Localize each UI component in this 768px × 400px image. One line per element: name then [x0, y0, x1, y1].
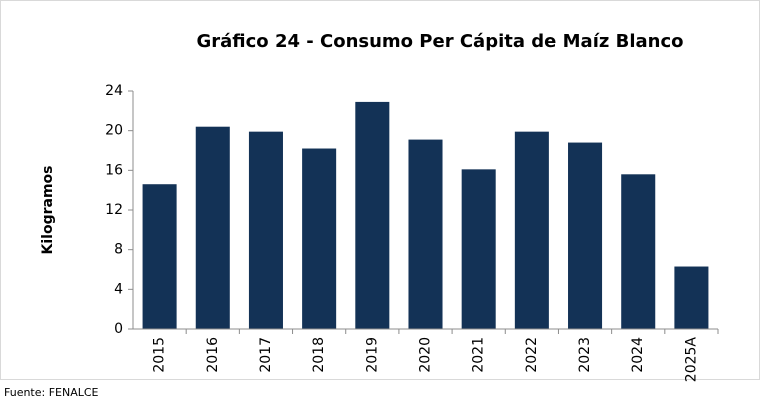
y-axis-label: Kilogramos: [40, 166, 56, 255]
bar: [621, 174, 656, 329]
y-tick-label: 20: [105, 123, 123, 139]
bar: [195, 126, 230, 329]
y-tick-label: 12: [105, 202, 123, 218]
y-tick-label: 16: [105, 162, 123, 178]
bar: [355, 101, 390, 330]
x-tick-label: 2024: [630, 337, 646, 373]
x-tick-label: 2025A: [683, 337, 699, 383]
x-tick-label: 2018: [311, 337, 327, 373]
bar: [248, 131, 283, 329]
y-tick-label: 0: [114, 321, 123, 337]
source-note: Fuente: FENALCE: [4, 386, 99, 399]
bar: [461, 169, 496, 329]
x-tick-label: 2020: [418, 337, 434, 373]
bar: [568, 142, 603, 329]
bar: [302, 148, 337, 329]
chart-frame: [0, 0, 760, 380]
y-tick-label: 4: [114, 281, 123, 297]
bar: [514, 131, 549, 329]
bar: [142, 184, 177, 329]
chart-title: Gráfico 24 - Consumo Per Cápita de Maíz …: [197, 31, 684, 52]
x-tick-label: 2015: [152, 337, 168, 373]
x-tick-label: 2022: [524, 337, 540, 373]
x-tick-label: 2019: [364, 337, 380, 373]
bar: [674, 266, 709, 329]
x-tick-label: 2021: [471, 337, 487, 373]
x-tick-label: 2023: [577, 337, 593, 373]
x-tick-label: 2016: [205, 337, 221, 373]
x-tick-label: 2017: [258, 337, 274, 373]
bar: [408, 139, 443, 329]
y-tick-label: 24: [105, 83, 123, 99]
y-tick-label: 8: [114, 242, 123, 258]
